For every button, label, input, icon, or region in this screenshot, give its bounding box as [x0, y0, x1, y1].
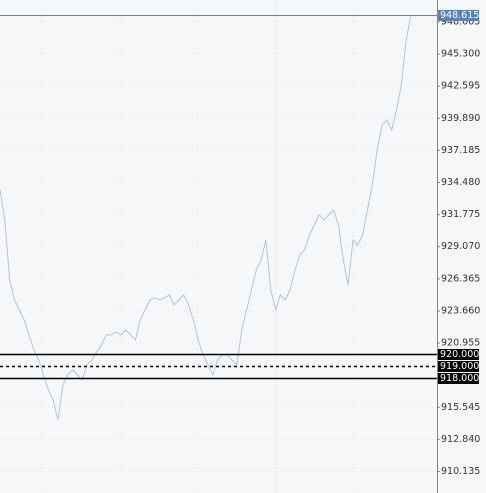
level-label: 920.000 [440, 349, 479, 360]
y-tick-label: 939.890 [441, 113, 480, 124]
y-tick-label: 942.595 [441, 81, 480, 92]
y-tick-label: 920.955 [441, 338, 480, 349]
level-label-box [438, 361, 479, 372]
last-price-box [438, 10, 479, 21]
y-tick-label: 937.185 [441, 145, 480, 156]
level-label-box [438, 349, 479, 360]
price-line [0, 14, 412, 421]
last-price-label: 948.615 [440, 10, 479, 21]
level-label-box [438, 373, 479, 384]
level-label: 918.000 [440, 373, 479, 384]
y-tick-label: 948.005 [441, 17, 480, 28]
level-label: 919.000 [440, 361, 479, 372]
y-tick-label: 934.480 [441, 177, 480, 188]
y-tick-label: 929.070 [441, 241, 480, 252]
y-tick-label: 915.545 [441, 402, 480, 413]
y-tick-label: 945.300 [441, 49, 480, 60]
y-tick-label: 910.135 [441, 466, 480, 477]
y-tick-label: 912.840 [441, 434, 480, 445]
y-tick-label: 926.365 [441, 273, 480, 284]
y-tick-label: 923.660 [441, 305, 480, 316]
y-tick-label: 931.775 [441, 209, 480, 220]
